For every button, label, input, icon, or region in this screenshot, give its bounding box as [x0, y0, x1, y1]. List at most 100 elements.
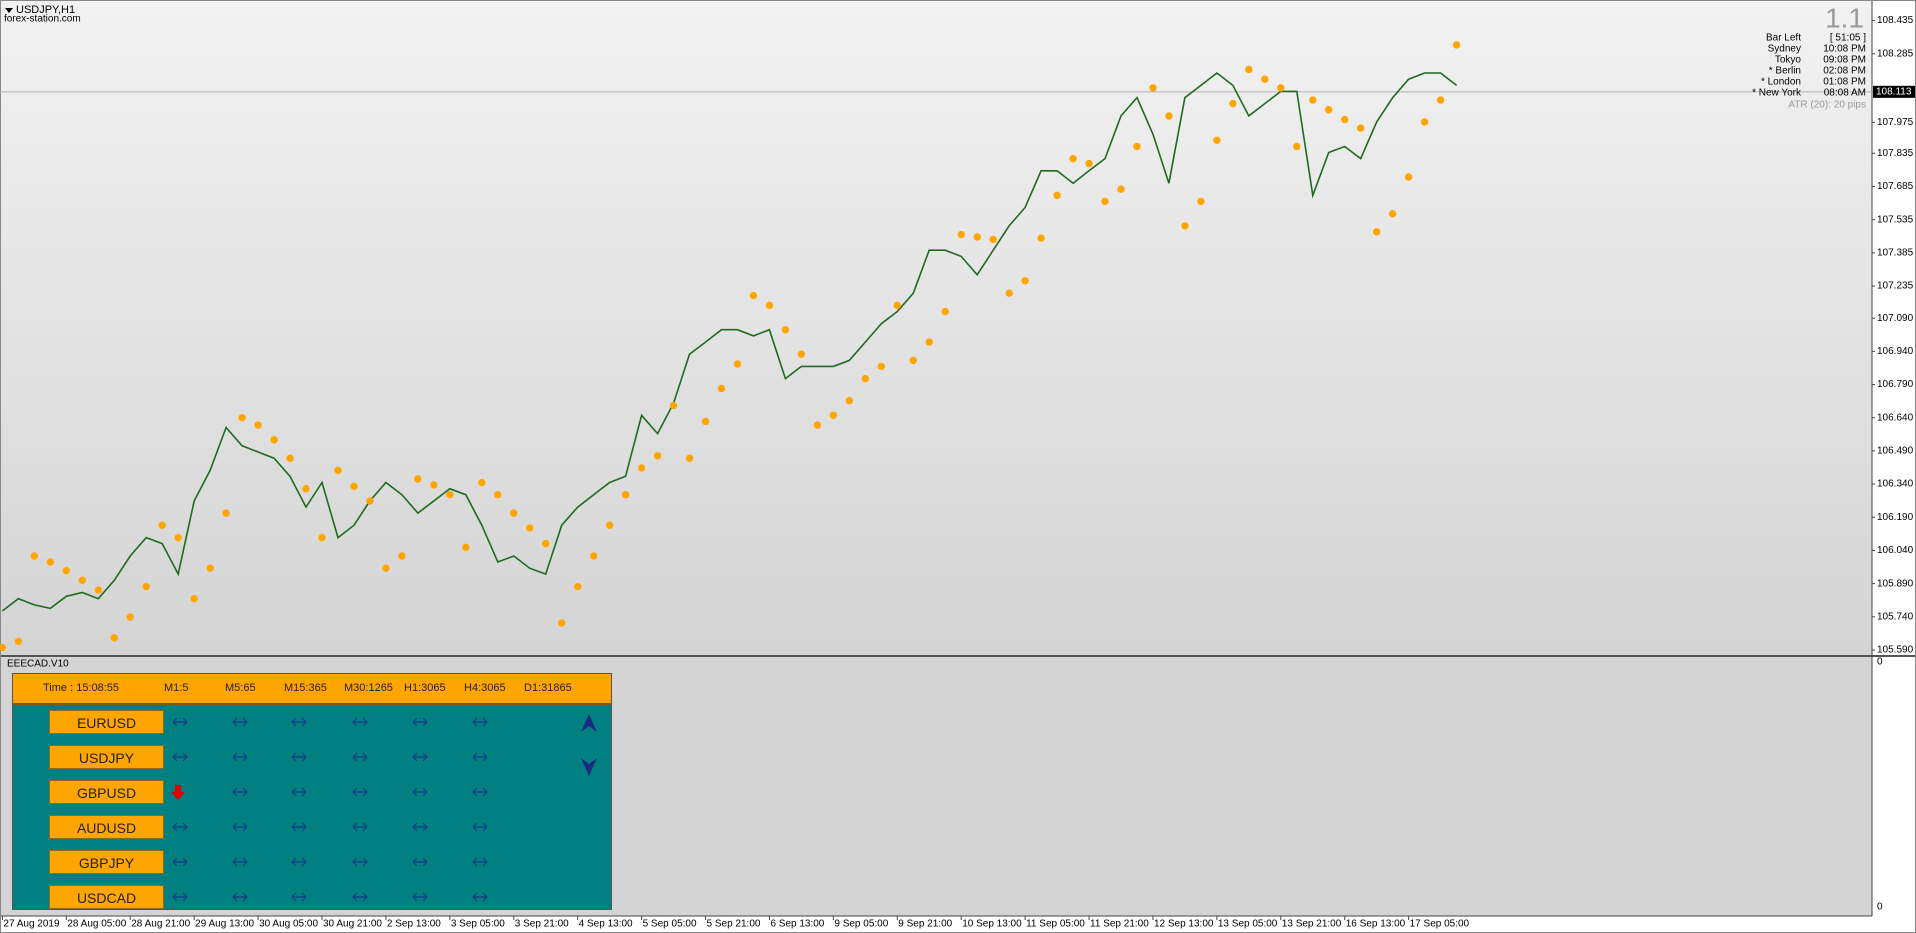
x-tick-label: 9 Sep 05:00	[834, 919, 888, 930]
neutral-arrow	[232, 752, 248, 762]
sar-dot	[1165, 112, 1173, 120]
sar-dot	[1229, 99, 1237, 108]
sar-dot	[382, 564, 390, 572]
y-tick-label: 108.285	[1877, 48, 1914, 59]
sar-dot	[909, 356, 917, 365]
neutral-arrow	[352, 857, 368, 867]
sar-dot	[829, 411, 838, 419]
symbol-button[interactable]: AUDUSD	[49, 815, 164, 839]
sar-dot	[1005, 289, 1013, 297]
trend-icons	[581, 714, 597, 776]
sar-dot	[621, 491, 630, 499]
y-tick-label: 108.435	[1877, 15, 1914, 26]
neutral-arrow	[291, 787, 307, 797]
sar-dot	[861, 374, 870, 383]
sar-dot	[1325, 106, 1333, 114]
y-tick-label: 107.090	[1877, 313, 1914, 324]
sar-dot	[494, 491, 502, 499]
sar-dot	[1213, 136, 1221, 144]
sar-dot	[1404, 173, 1413, 181]
sar-dot	[1357, 124, 1365, 132]
sar-dot	[78, 576, 87, 585]
x-tick-label: 11 Sep 05:00	[1026, 919, 1085, 930]
sar-dot	[845, 396, 854, 405]
neutral-arrow	[232, 822, 248, 832]
sar-dot	[1053, 191, 1061, 200]
y-tick-label: 106.190	[1877, 512, 1914, 523]
neutral-arrow	[172, 857, 188, 867]
price-line	[1, 71, 1458, 612]
sar-dot	[414, 475, 422, 483]
info-value: 01:08 PM	[1823, 77, 1866, 88]
neutral-arrow	[352, 892, 368, 902]
info-value: 10:08 PM	[1823, 44, 1866, 55]
neutral-arrow	[291, 892, 307, 902]
neutral-arrow	[291, 752, 307, 762]
info-label: Sydney	[1768, 44, 1801, 55]
sar-dot	[1452, 41, 1461, 49]
x-tick-label: 4 Sep 13:00	[579, 919, 633, 930]
x-tick-label: 5 Sep 05:00	[643, 919, 697, 930]
symbol-button[interactable]: USDJPY	[49, 745, 164, 769]
sar-dot	[765, 301, 774, 310]
sar-dot	[1117, 185, 1125, 193]
info-label: Tokyo	[1775, 55, 1802, 66]
chart-title: USDJPY,H1	[16, 4, 75, 16]
y-tick-label: 105.740	[1877, 611, 1914, 622]
neutral-arrow	[352, 822, 368, 832]
y-tick-label: 107.385	[1877, 248, 1914, 259]
symbol-button[interactable]: USDCAD	[49, 885, 164, 909]
indicator-scale: 0	[1877, 657, 1883, 668]
neutral-arrow	[472, 787, 488, 797]
sar-dot	[733, 360, 742, 368]
sar-dot	[398, 552, 406, 560]
y-tick-label: 107.975	[1877, 117, 1914, 128]
y-tick-label: 105.890	[1877, 578, 1914, 589]
symbol-button[interactable]: GBPUSD	[49, 780, 164, 804]
sar-dot	[1388, 210, 1397, 218]
signal-down-arrow	[171, 785, 185, 800]
plot-background	[0, 0, 1872, 655]
neutral-arrow	[412, 822, 428, 832]
neutral-arrow	[472, 717, 488, 727]
signal-row	[172, 822, 488, 832]
sar-dot	[989, 235, 997, 244]
sar-dot	[558, 619, 566, 627]
sar-dot	[685, 454, 694, 462]
sar-dot	[158, 521, 166, 529]
sar-dot	[1245, 65, 1253, 74]
symbol-button[interactable]: EURUSD	[49, 710, 164, 734]
watermark: forex-station.com	[4, 14, 81, 25]
signal-row	[172, 857, 488, 867]
x-tick-label: 28 Aug 05:00	[67, 919, 126, 930]
y-tick-label: 105.590	[1877, 645, 1914, 656]
neutral-arrow	[232, 857, 248, 867]
sar-dot	[653, 452, 662, 460]
neutral-arrow	[232, 717, 248, 727]
neutral-arrow	[172, 892, 188, 902]
y-tick-label: 106.040	[1877, 545, 1914, 556]
neutral-arrow	[472, 752, 488, 762]
y-tick-label: 106.790	[1877, 379, 1914, 390]
timeframe-label: M15:365	[284, 682, 327, 694]
sar-dot	[286, 454, 294, 462]
neutral-arrow	[412, 787, 428, 797]
timeframe-label: H4:3065	[464, 682, 506, 694]
x-tick-label: 30 Aug 21:00	[323, 919, 382, 930]
sar-dot	[637, 464, 646, 472]
signal-row	[172, 717, 488, 727]
current-price-box	[1873, 85, 1915, 98]
menu-triangle	[5, 8, 13, 13]
x-tick-label: 2 Sep 13:00	[387, 919, 441, 930]
sar-dot	[669, 401, 678, 410]
x-tick-label: 17 Sep 05:00	[1410, 919, 1470, 930]
sar-dot	[174, 533, 182, 542]
sar-dot	[1197, 197, 1205, 206]
symbol-button[interactable]: GBPJPY	[49, 850, 164, 874]
sar-dot	[1069, 154, 1077, 163]
x-tick-label: 5 Sep 21:00	[707, 919, 761, 930]
dashboard-header: Time : 15:08:55 M1:5 M5:65 M15:365 M30:1265…	[13, 674, 611, 705]
sar-dot	[1261, 75, 1269, 83]
sar-dot	[206, 564, 214, 572]
